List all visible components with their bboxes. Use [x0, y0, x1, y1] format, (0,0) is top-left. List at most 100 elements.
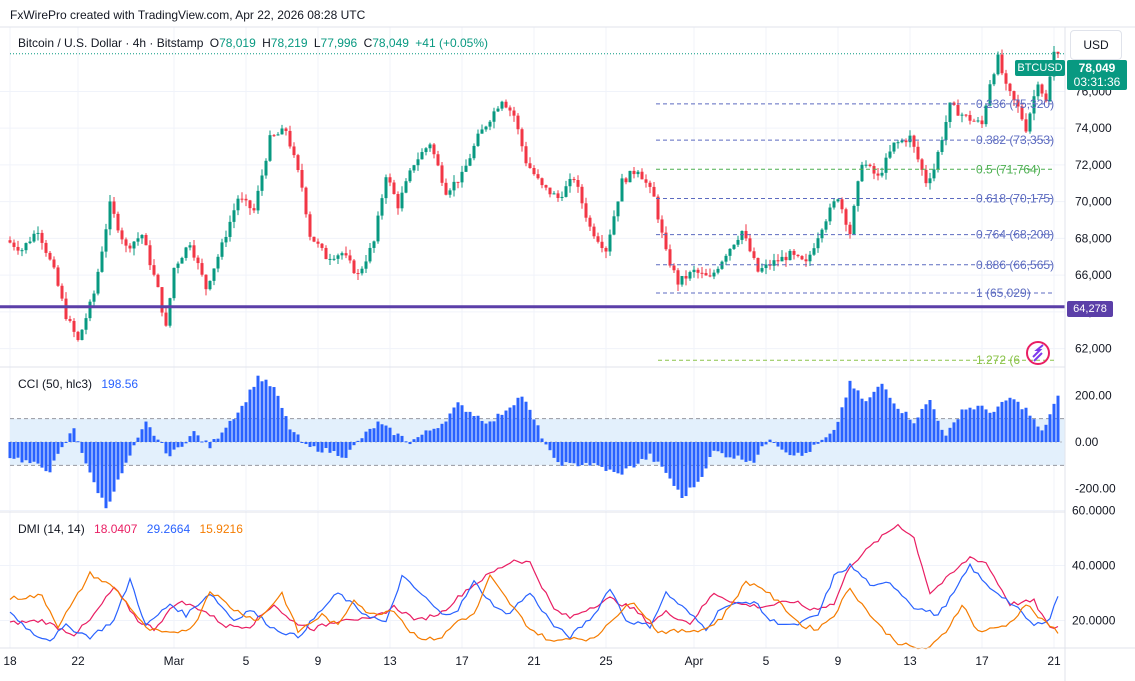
candle-body[interactable]: [320, 243, 324, 248]
candle-body[interactable]: [408, 170, 412, 182]
candle-body[interactable]: [460, 171, 464, 183]
candle-body[interactable]: [236, 198, 240, 211]
candle-body[interactable]: [452, 181, 456, 191]
candle-body[interactable]: [312, 236, 316, 242]
candle-body[interactable]: [604, 248, 608, 252]
candle-body[interactable]: [148, 245, 152, 266]
candle-body[interactable]: [344, 253, 348, 256]
candle-body[interactable]: [676, 270, 680, 285]
candle-body[interactable]: [508, 107, 512, 111]
candle-body[interactable]: [960, 114, 964, 116]
candle-body[interactable]: [836, 199, 840, 202]
candle-body[interactable]: [416, 159, 420, 166]
candle-body[interactable]: [900, 140, 904, 143]
candle-body[interactable]: [716, 268, 720, 273]
candle-body[interactable]: [668, 249, 672, 266]
candle-body[interactable]: [976, 120, 980, 122]
candle-body[interactable]: [712, 272, 716, 277]
candle-body[interactable]: [184, 247, 188, 258]
candle-body[interactable]: [188, 245, 192, 248]
candle-body[interactable]: [120, 230, 124, 240]
candle-body[interactable]: [488, 121, 492, 127]
candle-body[interactable]: [516, 115, 520, 130]
candle-body[interactable]: [180, 257, 184, 264]
candle-body[interactable]: [784, 256, 788, 261]
cci-legend[interactable]: CCI (50, hlc3) 198.56: [18, 377, 144, 391]
candle-body[interactable]: [1004, 73, 1008, 84]
candle-body[interactable]: [1020, 106, 1024, 120]
candle-body[interactable]: [672, 265, 676, 271]
candle-body[interactable]: [96, 271, 100, 294]
candle-body[interactable]: [16, 246, 20, 251]
candle-body[interactable]: [412, 165, 416, 171]
candle-body[interactable]: [72, 320, 76, 332]
candle-body[interactable]: [248, 200, 252, 209]
candle-body[interactable]: [468, 158, 472, 166]
candle-body[interactable]: [140, 234, 144, 239]
candle-body[interactable]: [432, 144, 436, 155]
candle-body[interactable]: [664, 232, 668, 250]
candle-body[interactable]: [172, 267, 176, 299]
candle-body[interactable]: [100, 251, 104, 272]
candle-body[interactable]: [1028, 113, 1032, 132]
candle-body[interactable]: [232, 210, 236, 222]
candle-body[interactable]: [600, 241, 604, 249]
candle-body[interactable]: [424, 148, 428, 153]
candle-body[interactable]: [744, 230, 748, 239]
candle-body[interactable]: [124, 239, 128, 246]
candle-body[interactable]: [532, 168, 536, 175]
candle-body[interactable]: [824, 221, 828, 230]
candle-body[interactable]: [8, 240, 12, 243]
candle-body[interactable]: [812, 248, 816, 255]
candle-body[interactable]: [352, 260, 356, 274]
candle-body[interactable]: [380, 198, 384, 216]
candle-body[interactable]: [740, 230, 744, 240]
candle-body[interactable]: [608, 234, 612, 252]
candle-body[interactable]: [912, 135, 916, 147]
candle-body[interactable]: [252, 208, 256, 211]
candle-body[interactable]: [260, 175, 264, 191]
candle-body[interactable]: [448, 190, 452, 195]
candle-body[interactable]: [36, 232, 40, 234]
candle-body[interactable]: [456, 181, 460, 183]
candle-body[interactable]: [920, 159, 924, 170]
candle-body[interactable]: [12, 242, 16, 247]
candle-body[interactable]: [820, 229, 824, 239]
candle-body[interactable]: [464, 165, 468, 172]
candle-body[interactable]: [964, 114, 968, 116]
candle-body[interactable]: [472, 145, 476, 159]
candle-body[interactable]: [388, 177, 392, 183]
candle-body[interactable]: [220, 242, 224, 257]
candle-body[interactable]: [224, 236, 228, 243]
candle-body[interactable]: [304, 187, 308, 215]
candle-body[interactable]: [708, 275, 712, 277]
candle-body[interactable]: [1024, 119, 1028, 132]
candle-body[interactable]: [520, 129, 524, 147]
candle-body[interactable]: [160, 287, 164, 313]
dmi-pane[interactable]: [9, 523, 1059, 650]
candle-body[interactable]: [568, 178, 572, 187]
candle-body[interactable]: [316, 241, 320, 244]
candle-body[interactable]: [1016, 99, 1020, 107]
candle-body[interactable]: [496, 108, 500, 112]
candle-body[interactable]: [476, 133, 480, 146]
candle-body[interactable]: [688, 272, 692, 279]
candle-body[interactable]: [504, 101, 508, 108]
candle-body[interactable]: [1056, 51, 1060, 54]
candle-body[interactable]: [852, 205, 856, 235]
candle-body[interactable]: [192, 245, 196, 258]
candle-body[interactable]: [860, 164, 864, 182]
candle-body[interactable]: [612, 216, 616, 235]
candle-body[interactable]: [480, 129, 484, 134]
candle-body[interactable]: [392, 182, 396, 195]
candle-body[interactable]: [112, 201, 116, 214]
candle-body[interactable]: [832, 201, 836, 208]
candle-body[interactable]: [484, 126, 488, 130]
candle-body[interactable]: [576, 180, 580, 187]
symbol-description[interactable]: Bitcoin / U.S. Dollar · 4h · Bitstamp: [18, 36, 204, 50]
candle-body[interactable]: [524, 146, 528, 164]
candle-body[interactable]: [684, 276, 688, 279]
candle-body[interactable]: [984, 105, 988, 125]
candle-body[interactable]: [176, 263, 180, 268]
candle-body[interactable]: [844, 209, 848, 225]
